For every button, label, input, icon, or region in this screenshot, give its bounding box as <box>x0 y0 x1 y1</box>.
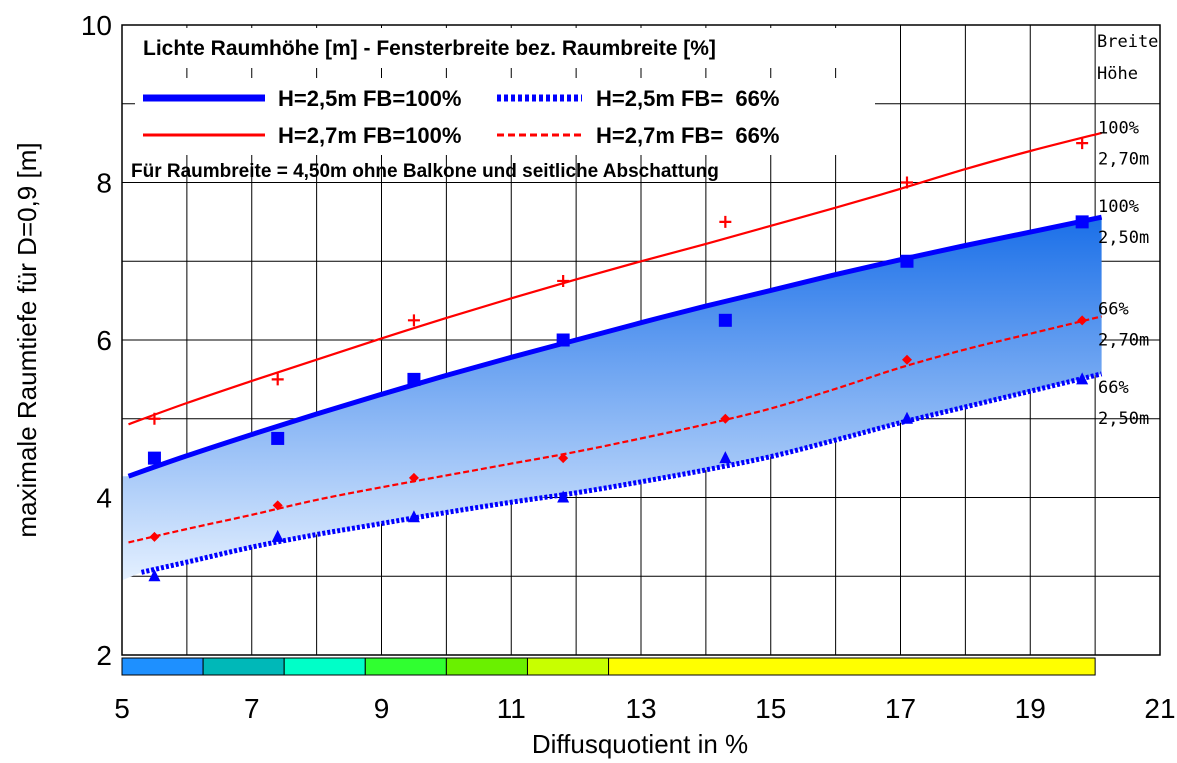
data-point-h-2-5m-fb-100 <box>147 451 161 465</box>
data-point-h-2-7m-fb-100 <box>900 176 913 189</box>
color-bar-segment <box>364 657 447 676</box>
y-tick-label: 8 <box>96 168 112 199</box>
diffusquotient-color-bar <box>121 657 1096 676</box>
x-tick-label: 15 <box>755 693 786 724</box>
legend-title-background <box>130 28 900 68</box>
x-tick-label: 5 <box>114 693 130 724</box>
side-header-hoehe: Höhe <box>1097 64 1138 84</box>
legend: Lichte Raumhöhe [m] - Fensterbreite bez.… <box>130 28 900 182</box>
plot-frame <box>121 24 1161 656</box>
data-point-h-2-7m-fb-100 <box>557 274 570 287</box>
data-point-h-2-7m-fb-100 <box>719 215 732 228</box>
data-point-h-2-7m-fb-66 <box>149 531 160 542</box>
side-label: 66% <box>1098 299 1129 319</box>
data-point-h-2-5m-fb-66 <box>1076 372 1089 385</box>
data-point-h-2-7m-fb-100 <box>407 314 420 327</box>
data-point-h-2-7m-fb-100 <box>1076 137 1089 150</box>
data-point-h-2-5m-fb-100 <box>900 254 914 268</box>
series-line-h-2-5m-fb-100 <box>127 214 1103 479</box>
side-label: 2,70m <box>1098 149 1149 169</box>
y-tick-label: 6 <box>96 325 112 356</box>
side-label: 2,50m <box>1098 228 1149 248</box>
x-tick-label: 11 <box>497 693 526 724</box>
color-bar-segment <box>121 657 204 676</box>
data-point-h-2-7m-fb-66 <box>1077 315 1088 326</box>
color-bar-segment <box>445 657 528 676</box>
side-label: 2,70m <box>1098 330 1149 350</box>
x-tick-label: 17 <box>885 693 916 724</box>
data-point-h-2-7m-fb-66 <box>901 354 912 365</box>
data-point-h-2-7m-fb-66 <box>408 472 419 483</box>
color-bar-segment <box>283 657 366 676</box>
color-bar-segment <box>526 657 610 676</box>
side-label: 2,50m <box>1098 409 1149 429</box>
x-tick-label: 7 <box>244 693 260 724</box>
data-point-h-2-7m-fb-66 <box>720 413 731 424</box>
marker-layer <box>147 137 1089 582</box>
data-point-h-2-7m-fb-100 <box>271 373 284 386</box>
series-line-h-2-5m-fb-66 <box>140 371 1103 575</box>
x-tick-label: 9 <box>374 693 390 724</box>
y-tick-label: 4 <box>96 483 112 514</box>
data-point-h-2-5m-fb-66 <box>557 490 570 503</box>
data-point-h-2-5m-fb-66 <box>719 451 732 464</box>
color-bar-segment <box>608 657 1096 676</box>
chart-title: Lichte Raumhöhe [m] - Fensterbreite bez.… <box>143 37 716 60</box>
data-point-h-2-5m-fb-66 <box>271 529 284 542</box>
color-bar-segment <box>202 657 285 676</box>
side-label: 66% <box>1098 378 1129 398</box>
legend-label-h25-fb66: H=2,5m FB= 66% <box>596 86 779 111</box>
data-point-h-2-7m-fb-100 <box>148 412 161 425</box>
x-tick-label: 21 <box>1144 693 1175 724</box>
y-tick-label: 10 <box>81 10 112 41</box>
x-axis-ticks: 5 7 9 11 13 15 17 19 21 <box>114 693 1175 724</box>
series-line-h-2-7m-fb-100 <box>128 131 1102 426</box>
side-label: 100% <box>1098 118 1139 138</box>
y-tick-label: 2 <box>96 640 112 671</box>
legend-label-h27-fb100: H=2,7m FB=100% <box>278 123 461 148</box>
side-label: 100% <box>1098 197 1139 217</box>
data-point-h-2-5m-fb-66 <box>148 569 161 582</box>
x-axis-title: Diffusquotient in % <box>532 729 748 759</box>
data-point-h-2-5m-fb-100 <box>407 372 421 386</box>
data-point-h-2-5m-fb-100 <box>1075 215 1089 229</box>
series-layer <box>127 131 1103 575</box>
data-point-h-2-7m-fb-66 <box>558 453 569 464</box>
data-point-h-2-7m-fb-66 <box>272 500 283 511</box>
y-axis-title: maximale Raumtiefe für D=0,9 [m] <box>12 142 42 537</box>
data-point-h-2-5m-fb-100 <box>556 333 570 347</box>
right-side-labels: Breite Höhe 100% 2,70m 100% 2,50m 66% 2,70m 66… <box>1097 32 1158 429</box>
legend-label-h27-fb66: H=2,7m FB= 66% <box>596 123 779 148</box>
data-point-h-2-5m-fb-66 <box>900 411 913 424</box>
x-tick-label: 19 <box>1015 693 1046 724</box>
side-header-breite: Breite <box>1097 32 1158 52</box>
data-point-h-2-5m-fb-100 <box>271 431 285 445</box>
x-tick-label: 13 <box>625 693 656 724</box>
y-axis-ticks: 2 4 6 8 10 <box>81 10 112 671</box>
series-line-h-2-7m-fb-66 <box>128 315 1102 544</box>
legend-label-h25-fb100: H=2,5m FB=100% <box>278 86 461 111</box>
data-point-h-2-5m-fb-100 <box>718 313 732 327</box>
chart-subtitle: Für Raumbreite = 4,50m ohne Balkone und … <box>131 161 719 182</box>
data-point-h-2-5m-fb-66 <box>407 510 420 523</box>
